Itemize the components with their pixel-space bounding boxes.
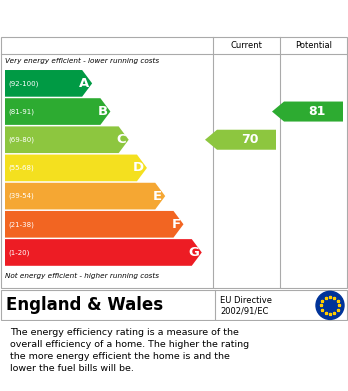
Text: 70: 70 bbox=[241, 133, 258, 146]
Polygon shape bbox=[5, 126, 129, 153]
Text: Potential: Potential bbox=[295, 41, 332, 50]
Polygon shape bbox=[205, 130, 276, 150]
Text: (92-100): (92-100) bbox=[8, 80, 38, 87]
Text: England & Wales: England & Wales bbox=[6, 296, 163, 314]
Polygon shape bbox=[5, 70, 92, 97]
Polygon shape bbox=[272, 102, 343, 122]
Text: E: E bbox=[153, 190, 162, 203]
Text: EU Directive: EU Directive bbox=[220, 296, 272, 305]
Text: (55-68): (55-68) bbox=[8, 165, 34, 171]
Text: F: F bbox=[171, 218, 181, 231]
Text: G: G bbox=[188, 246, 199, 259]
Text: Not energy efficient - higher running costs: Not energy efficient - higher running co… bbox=[5, 273, 159, 280]
Text: (1-20): (1-20) bbox=[8, 249, 29, 256]
Text: Energy Efficiency Rating: Energy Efficiency Rating bbox=[10, 11, 213, 25]
Text: D: D bbox=[133, 161, 144, 174]
Polygon shape bbox=[5, 154, 147, 181]
Text: 2002/91/EC: 2002/91/EC bbox=[220, 307, 268, 316]
Text: B: B bbox=[97, 105, 108, 118]
Text: 81: 81 bbox=[308, 105, 325, 118]
Text: (81-91): (81-91) bbox=[8, 108, 34, 115]
Text: Current: Current bbox=[231, 41, 262, 50]
Text: (39-54): (39-54) bbox=[8, 193, 34, 199]
Polygon shape bbox=[5, 239, 202, 266]
Text: Very energy efficient - lower running costs: Very energy efficient - lower running co… bbox=[5, 58, 159, 64]
Circle shape bbox=[316, 291, 344, 319]
Text: (69-80): (69-80) bbox=[8, 136, 34, 143]
Text: The energy efficiency rating is a measure of the
overall efficiency of a home. T: The energy efficiency rating is a measur… bbox=[10, 328, 250, 373]
Polygon shape bbox=[5, 183, 165, 210]
Text: A: A bbox=[79, 77, 89, 90]
Polygon shape bbox=[5, 211, 183, 238]
Text: (21-38): (21-38) bbox=[8, 221, 34, 228]
Polygon shape bbox=[5, 98, 110, 125]
Text: C: C bbox=[116, 133, 126, 146]
